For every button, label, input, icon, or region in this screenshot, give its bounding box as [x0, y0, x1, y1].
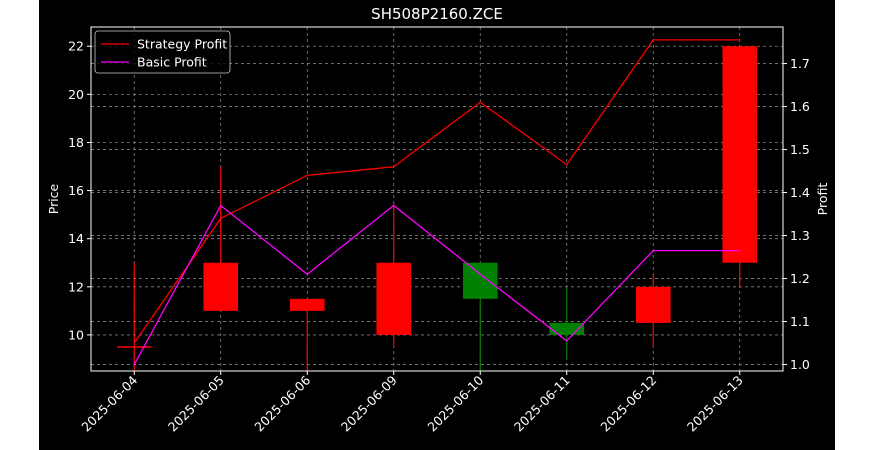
candle-body — [376, 262, 412, 335]
y-tick-label: 16 — [68, 183, 84, 198]
x-tick-label: 2025-06-06 — [251, 372, 313, 434]
y2-tick-label: 1.4 — [790, 185, 810, 200]
candle-body — [635, 286, 671, 323]
y2-tick-label: 1.1 — [790, 314, 810, 329]
series-line-strategy-profit — [133, 39, 740, 344]
y2-tick-label: 1.3 — [790, 228, 810, 243]
y-tick-label: 10 — [68, 327, 84, 342]
y2-tick-label: 1.5 — [790, 142, 810, 157]
candle-body — [722, 46, 758, 263]
y-tick-label: 14 — [68, 231, 84, 246]
x-tick-label: 2025-06-12 — [597, 373, 659, 435]
candle-body — [203, 262, 239, 311]
x-tick-label: 2025-06-11 — [511, 373, 573, 435]
y-tick-label: 20 — [68, 87, 84, 102]
x-tick-label: 2025-06-09 — [338, 372, 400, 434]
candle-body — [289, 298, 325, 311]
candle-body — [462, 262, 498, 299]
chart-figure: 10 12 14 16 18 20 22 1.0 1.1 1.2 1.3 1.4 1.5 1.6 1.7 20… — [39, 0, 835, 450]
y2-tick-label: 1.6 — [790, 99, 810, 114]
x-tick-label: 2025-06-04 — [78, 372, 140, 434]
chart-svg: 10 12 14 16 18 20 22 1.0 1.1 1.2 1.3 1.4 1.5 1.6 1.7 20… — [46, 5, 830, 435]
x-tick-label: 2025-06-05 — [165, 373, 227, 435]
y2-tick-label: 1.0 — [790, 357, 810, 372]
legend-label: Strategy Profit — [137, 37, 227, 52]
x-tick-label: 2025-06-13 — [684, 373, 746, 435]
x-tick-label: 2025-06-10 — [424, 372, 486, 434]
y-tick-label: 12 — [68, 279, 84, 294]
axes-frame — [90, 26, 784, 372]
y2-axis-label: Profit — [815, 183, 830, 216]
y-axis-label: Price — [46, 183, 61, 214]
chart-title: SH508P2160.ZCE — [371, 5, 503, 23]
y2-tick-label: 1.2 — [790, 271, 810, 286]
y2-tick-label: 1.7 — [790, 56, 810, 71]
y-tick-label: 18 — [68, 135, 84, 150]
series-line-basic-profit — [133, 204, 740, 365]
y-tick-label: 22 — [68, 39, 84, 54]
legend-label: Basic Profit — [137, 55, 207, 70]
